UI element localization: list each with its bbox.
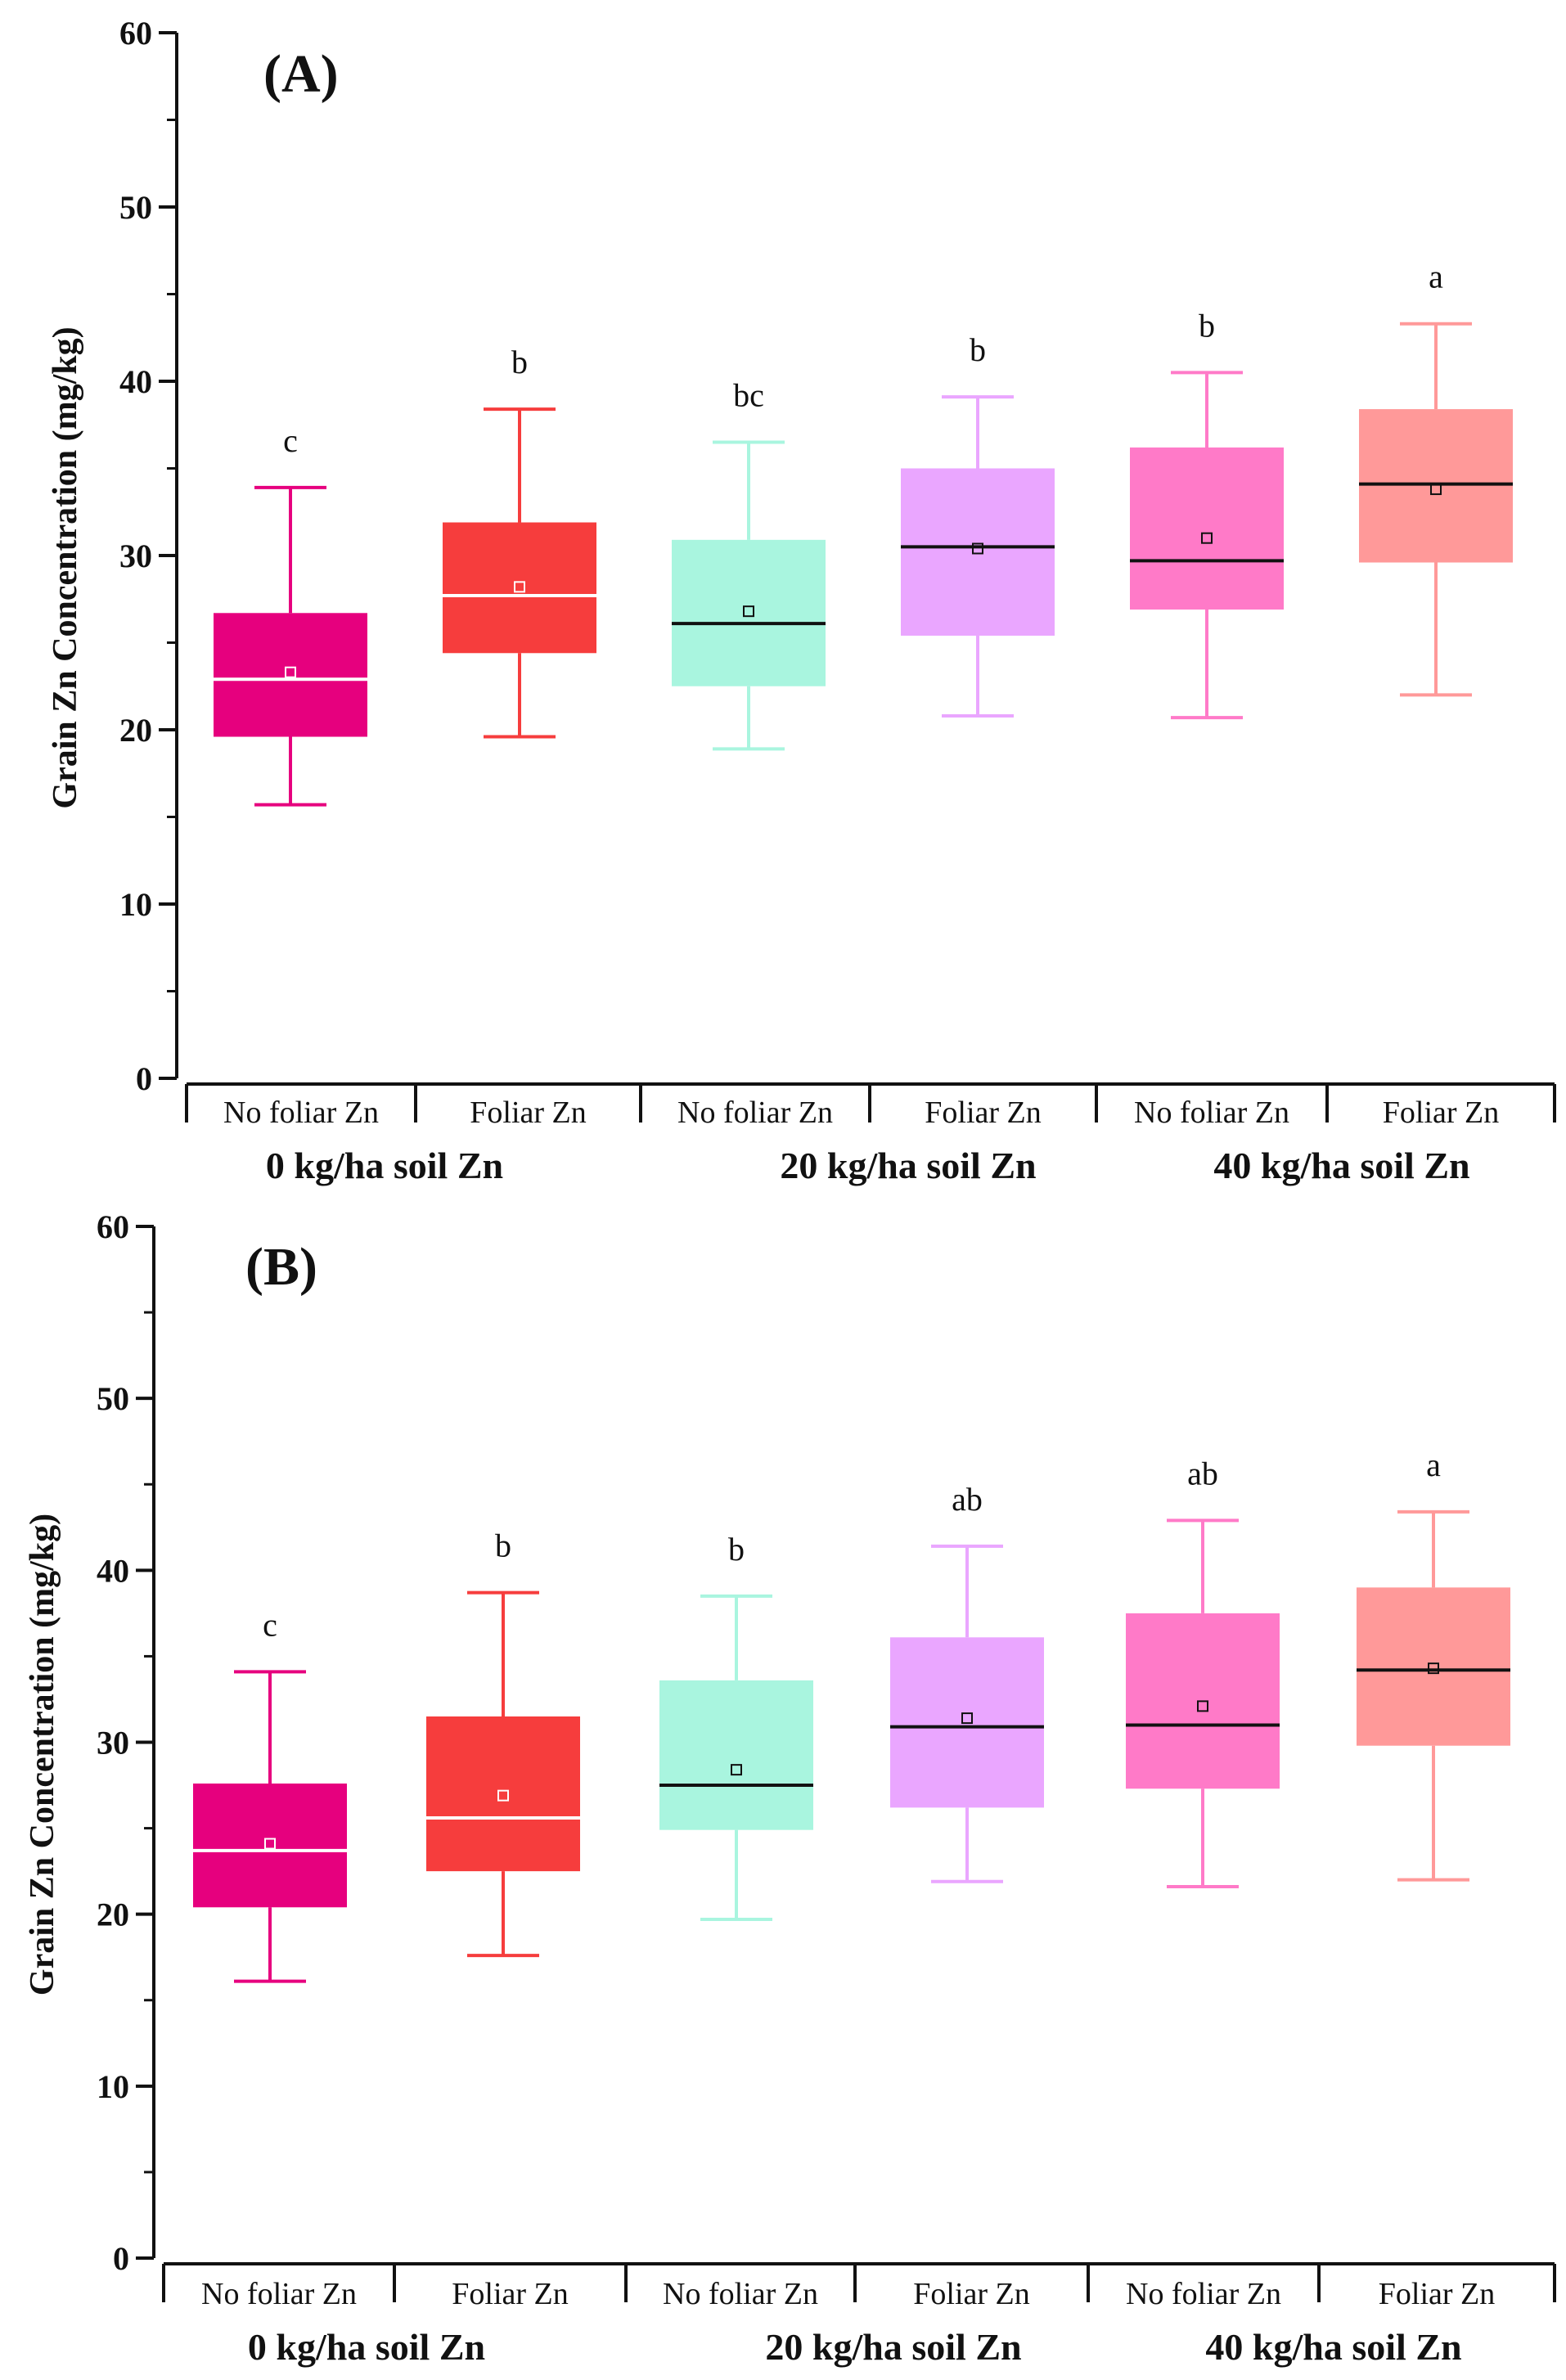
box-iqr [193,1783,347,1908]
x-category-label: Foliar Zn [1379,2277,1495,2311]
x-category-label: No foliar Zn [1134,1096,1289,1130]
box-6: a [1357,1446,1510,1882]
y-tick-label: 30 [97,1725,129,1761]
panel-b: 0 10 20 30 40 50 60 Grain Zn Concentration (mg/… [24,1208,1556,2368]
mean-marker [285,666,296,678]
mean-marker [1201,532,1213,544]
box-4: ab [890,1481,1044,1883]
y-tick-label: 60 [97,1208,129,1245]
mean-marker [1428,1662,1439,1675]
y-axis-label: Grain Zn Concentration (mg/kg) [47,326,84,808]
box-iqr [1130,447,1284,610]
box-iqr [426,1716,580,1872]
significance-letter: c [263,1606,277,1643]
box-6: a [1359,259,1513,697]
mean-marker [731,1764,742,1776]
significance-letter: a [1426,1446,1441,1483]
x-group-label: 20 kg/ha soil Zn [765,2326,1021,2368]
box-2: b [426,1527,580,1958]
y-tick-label: 0 [136,1060,152,1097]
x-group-label: 40 kg/ha soil Zn [1205,2326,1461,2368]
mean-marker [1430,484,1442,496]
significance-letter: b [970,331,986,368]
x-category-label: No foliar Zn [677,1096,833,1130]
x-category-label: Foliar Zn [925,1096,1041,1130]
box-iqr [1359,409,1513,563]
x-group-label: 0 kg/ha soil Zn [266,1145,503,1186]
y-tick-label: 10 [119,886,152,923]
y-tick-label: 20 [119,712,152,749]
significance-letter: b [511,344,528,380]
box-iqr [443,522,596,654]
x-category-label: No foliar Zn [1126,2277,1281,2311]
significance-letter: b [1199,307,1215,344]
box-iqr [672,539,826,686]
y-tick-label: 40 [97,1552,129,1589]
mean-marker [264,1838,276,1850]
x-category-label: Foliar Zn [452,2277,568,2311]
box-5: ab [1126,1455,1280,1889]
box-1: c [214,422,367,807]
box-iqr [1357,1587,1510,1746]
x-group-label: 40 kg/ha soil Zn [1213,1145,1469,1186]
panel-label: (B) [245,1237,317,1297]
x-category-label: No foliar Zn [663,2277,818,2311]
significance-letter: ab [952,1481,983,1518]
panel-a: 0 10 20 30 40 50 60 Grain Zn Concentration (mg/… [47,15,1556,1186]
mean-marker [972,542,983,555]
y-tick-label: 50 [119,189,152,226]
box-iqr [214,613,367,737]
mean-marker [514,581,525,593]
significance-letter: ab [1187,1455,1218,1491]
y-tick-label: 0 [113,2240,129,2277]
panel-label: (A) [263,44,339,104]
y-tick-label: 60 [119,15,152,52]
box-iqr [901,468,1055,636]
x-category-label: No foliar Zn [201,2277,357,2311]
x-category-label: Foliar Zn [1383,1096,1499,1130]
y-tick-label: 50 [97,1380,129,1417]
significance-letter: c [283,422,298,459]
box-5: b [1130,307,1284,720]
y-tick-label: 30 [119,538,152,574]
mean-marker [961,1712,973,1725]
mean-marker [743,605,754,618]
x-category-label: Foliar Zn [913,2277,1029,2311]
x-category-label: No foliar Zn [223,1096,379,1130]
significance-letter: b [495,1527,511,1564]
box-iqr [659,1680,813,1830]
y-tick-label: 40 [119,363,152,400]
y-tick-label: 10 [97,2068,129,2105]
x-group-label: 0 kg/ha soil Zn [248,2326,485,2368]
x-group-label: 20 kg/ha soil Zn [780,1145,1036,1186]
box-4: b [901,331,1055,718]
box-3: b [659,1531,813,1921]
mean-marker [1197,1700,1208,1712]
y-axis-label: Grain Zn Concentration (mg/kg) [24,1514,61,1995]
box-2: b [443,344,596,739]
significance-letter: bc [733,377,764,414]
significance-letter: b [728,1531,745,1568]
mean-marker [497,1789,509,1802]
y-tick-label: 20 [97,1896,129,1933]
significance-letter: a [1429,259,1443,295]
box-1: c [193,1606,347,1983]
box-3: bc [672,377,826,751]
x-category-label: Foliar Zn [470,1096,586,1130]
